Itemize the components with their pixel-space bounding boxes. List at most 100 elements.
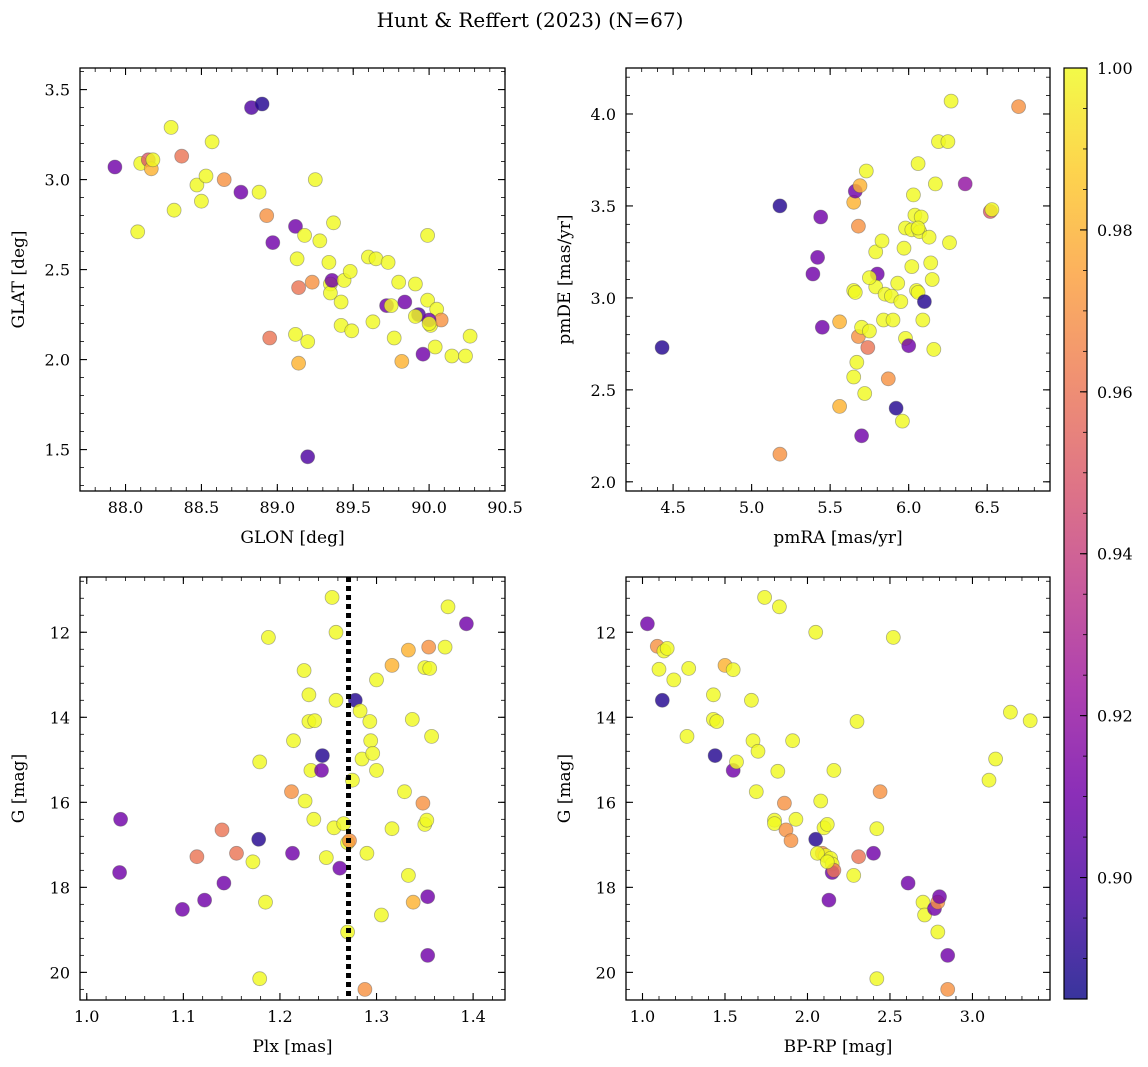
figure-title: Hunt & Reffert (2023) (N=67) — [377, 8, 684, 32]
scatter-point — [744, 692, 759, 708]
scatter-point — [288, 218, 303, 234]
scatter-point — [197, 892, 213, 908]
axes-frame — [79, 576, 506, 1001]
panel-plx-g: 1.0 1.1 1.2 1.3 1.4 12 14 16 18 20 Plx [mas] G [mag… — [9, 576, 506, 1057]
scatter-point — [307, 713, 323, 729]
scatter-point — [252, 971, 268, 987]
colorbar-tick-label: 0.96 — [1097, 383, 1133, 402]
scatter-point — [654, 692, 670, 708]
scatter-point — [288, 326, 303, 342]
y-tick-label: 12 — [50, 623, 70, 642]
scatter-point — [285, 845, 300, 861]
scatter-point — [915, 312, 931, 328]
scatter-point — [851, 218, 866, 234]
scatter-point — [233, 184, 249, 200]
scatter-point — [858, 163, 874, 179]
scatter-point — [832, 314, 847, 330]
x-tick-label: 89.5 — [335, 498, 371, 517]
scatter-point — [707, 748, 723, 763]
scatter-point — [420, 948, 436, 963]
scatter-point — [748, 784, 764, 800]
scatter-point — [783, 833, 799, 848]
scatter-point — [813, 209, 829, 225]
scatter-point — [772, 599, 787, 615]
scatter-point — [788, 811, 804, 827]
scatter-point — [312, 233, 328, 249]
scatter-point — [262, 330, 278, 346]
scatter-point — [940, 134, 956, 150]
scatter-point — [725, 662, 741, 678]
colorbar-tick-label: 1.00 — [1097, 59, 1133, 78]
x-tick-label: 90.0 — [411, 498, 447, 517]
axes-frame — [625, 67, 1051, 492]
scatter-point — [893, 294, 909, 310]
scatter-point — [957, 176, 973, 192]
scatter-point — [415, 795, 431, 811]
scatter-point — [391, 274, 407, 290]
scatter-point — [300, 449, 316, 465]
x-tick-label: 1.4 — [460, 1007, 485, 1026]
scatter-point — [888, 400, 904, 416]
scatter-point — [777, 795, 792, 811]
scatter-point — [904, 259, 920, 275]
scatter-point — [849, 354, 865, 370]
scatter-point — [462, 328, 478, 344]
scatter-point — [420, 889, 436, 905]
scatter-point — [251, 831, 267, 847]
scatter-point — [363, 733, 379, 749]
scatter-point — [254, 96, 270, 112]
scatter-point — [808, 831, 824, 847]
scatter-point — [984, 202, 1000, 218]
scatter-point — [706, 687, 721, 703]
scatter-point — [869, 821, 885, 837]
scatter-point — [681, 661, 697, 676]
scatter-point — [407, 308, 423, 324]
scatter-point — [130, 224, 146, 240]
scatter-point — [404, 712, 420, 727]
scatter-point — [666, 672, 682, 688]
scatter-point — [928, 176, 943, 192]
scatter-point — [362, 714, 378, 729]
x-tick-label: 4.5 — [660, 498, 685, 517]
scatter-point — [851, 849, 866, 865]
scatter-point — [301, 687, 317, 703]
scatter-point — [214, 822, 230, 838]
scatter-point — [767, 816, 782, 831]
y-axis-label: G [mag] — [555, 754, 575, 823]
scatter-point — [174, 902, 190, 917]
x-axis-label: BP-RP [mag] — [784, 1037, 893, 1057]
scatter-point — [383, 298, 399, 314]
y-axis-label: pmDE [mas/yr] — [555, 214, 575, 344]
scatter-point — [198, 168, 214, 184]
scatter-point — [291, 355, 307, 371]
scatter-point — [885, 312, 901, 328]
scatter-point — [869, 971, 885, 987]
scatter-point — [166, 202, 182, 218]
scatter-point — [397, 294, 413, 310]
scatter-point — [424, 729, 440, 744]
points — [112, 590, 474, 997]
scatter-point — [421, 316, 437, 332]
scatter-point — [145, 152, 161, 168]
colorbar-tick-label: 0.94 — [1097, 545, 1133, 564]
scatter-point — [291, 280, 307, 296]
scatter-point — [297, 793, 313, 809]
scatter-point — [1011, 99, 1026, 114]
scatter-point — [872, 784, 888, 800]
y-axis-label: GLAT [deg] — [9, 230, 29, 328]
scatter-point — [328, 692, 344, 708]
scatter-point — [189, 177, 205, 193]
scatter-point — [422, 661, 438, 676]
y-tick-label: 14 — [50, 708, 70, 727]
scatter-point — [810, 249, 825, 265]
scatter-point — [846, 369, 862, 385]
scatter-point — [895, 413, 910, 429]
colorbar-gradient — [1064, 68, 1087, 999]
scatter-point — [862, 270, 877, 286]
scatter-point — [189, 849, 205, 865]
scatter-point — [252, 754, 268, 770]
scatter-point — [917, 907, 932, 923]
x-axis-label: pmRA [mas/yr] — [773, 528, 902, 548]
scatter-point — [333, 294, 349, 310]
